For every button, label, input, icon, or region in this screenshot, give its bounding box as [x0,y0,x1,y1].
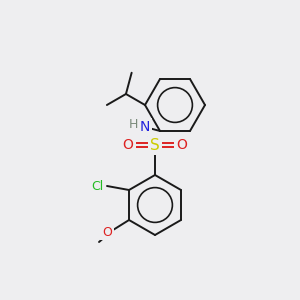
Text: O: O [102,226,112,238]
Text: H: H [128,118,138,131]
Text: S: S [150,137,160,152]
Text: N: N [140,120,150,134]
Text: O: O [177,138,188,152]
Text: Cl: Cl [91,179,103,193]
Text: O: O [123,138,134,152]
